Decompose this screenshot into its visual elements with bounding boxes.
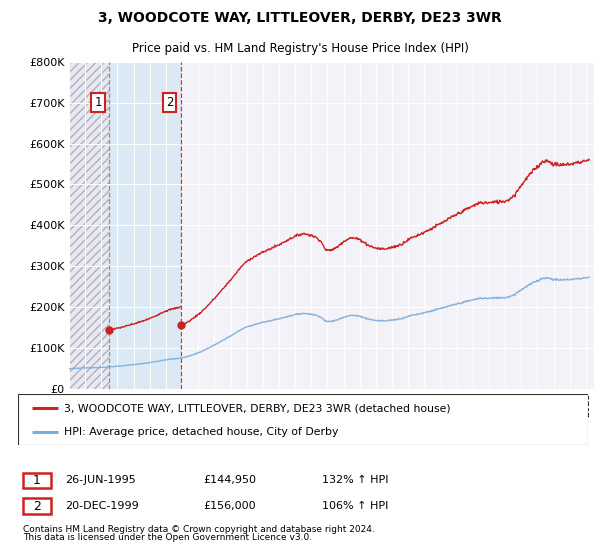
Text: 1: 1 xyxy=(33,474,41,487)
FancyBboxPatch shape xyxy=(23,498,51,514)
Text: 2: 2 xyxy=(33,500,41,513)
Text: Contains HM Land Registry data © Crown copyright and database right 2024.: Contains HM Land Registry data © Crown c… xyxy=(23,525,374,534)
Text: Price paid vs. HM Land Registry's House Price Index (HPI): Price paid vs. HM Land Registry's House … xyxy=(131,42,469,55)
Text: 2: 2 xyxy=(166,96,173,109)
Text: HPI: Average price, detached house, City of Derby: HPI: Average price, detached house, City… xyxy=(64,427,338,437)
FancyBboxPatch shape xyxy=(23,473,51,488)
Text: This data is licensed under the Open Government Licence v3.0.: This data is licensed under the Open Gov… xyxy=(23,533,312,542)
Bar xyxy=(109,62,181,389)
Text: £144,950: £144,950 xyxy=(203,475,256,486)
Text: 26-JUN-1995: 26-JUN-1995 xyxy=(65,475,136,486)
Text: 3, WOODCOTE WAY, LITTLEOVER, DERBY, DE23 3WR: 3, WOODCOTE WAY, LITTLEOVER, DERBY, DE23… xyxy=(98,11,502,25)
Text: 20-DEC-1999: 20-DEC-1999 xyxy=(65,501,139,511)
Text: 3, WOODCOTE WAY, LITTLEOVER, DERBY, DE23 3WR (detached house): 3, WOODCOTE WAY, LITTLEOVER, DERBY, DE23… xyxy=(64,403,450,413)
Text: 132% ↑ HPI: 132% ↑ HPI xyxy=(322,475,389,486)
Text: 1: 1 xyxy=(94,96,102,109)
Text: 106% ↑ HPI: 106% ↑ HPI xyxy=(322,501,388,511)
Text: £156,000: £156,000 xyxy=(203,501,256,511)
